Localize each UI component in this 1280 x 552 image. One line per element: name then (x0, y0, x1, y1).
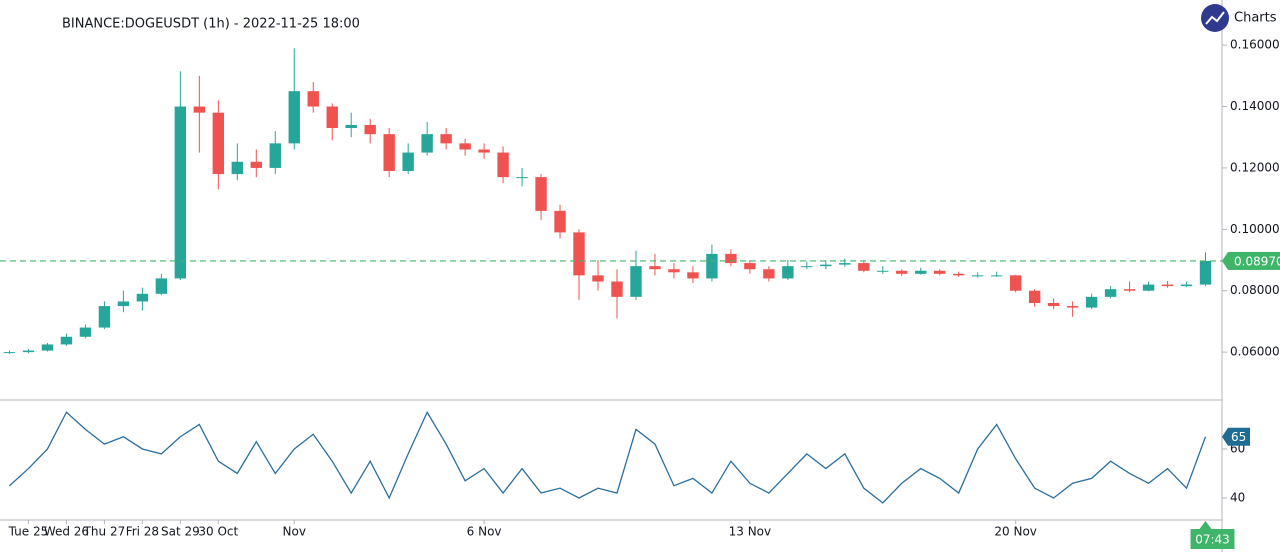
x-tick-label: 13 Nov (729, 525, 772, 539)
countdown-badge (1190, 529, 1235, 549)
candle-body (1047, 302, 1060, 307)
candle-body (136, 293, 149, 302)
y-tick-label: 0.06000 (1230, 345, 1280, 359)
y-tick-label: 0.08000 (1230, 283, 1280, 297)
candle-body (98, 306, 111, 328)
candle-body (307, 91, 319, 107)
candle-body (934, 270, 946, 274)
candle-body (592, 275, 604, 282)
candle-body (782, 266, 794, 279)
candle-body (402, 152, 414, 171)
candle-body (915, 270, 927, 274)
candle-body (1009, 275, 1022, 291)
candle-body (801, 266, 813, 268)
candle-body (896, 270, 908, 274)
candle-body (231, 161, 243, 175)
price-badge (1228, 251, 1280, 270)
candle-body (972, 275, 984, 277)
x-tick-label: 20 Nov (994, 525, 1037, 539)
candle-body (1199, 260, 1212, 285)
candle-body (1180, 284, 1193, 287)
chart-title: BINANCE:DOGEUSDT (1h) - 2022-11-25 18:00 (62, 17, 360, 32)
oscillator-line (9, 410, 1207, 504)
candle-body (440, 134, 452, 144)
candle-body (60, 336, 73, 345)
candle-body (611, 281, 623, 297)
candle-body (364, 124, 376, 135)
candle-body (990, 275, 1003, 277)
x-tick-label: Sat 29 (161, 525, 200, 539)
candle-body (1104, 289, 1117, 297)
candle-body (858, 263, 870, 271)
y-tick-label: 0.12000 (1230, 160, 1280, 174)
candle-body (1066, 306, 1079, 308)
candle-body (212, 112, 225, 175)
oscillator-badge-label: 65 (1231, 430, 1246, 444)
candle-body (687, 272, 699, 279)
candle-body (706, 253, 718, 279)
candle-body (877, 270, 889, 272)
candle-body (250, 161, 262, 168)
candle-body (478, 149, 490, 153)
x-tick-label: Nov (283, 525, 306, 539)
candle-body (763, 269, 775, 279)
candle-body (630, 266, 642, 297)
candle-body (345, 124, 357, 129)
brand-logo-icon (1205, 11, 1225, 25)
candle-body (41, 344, 54, 351)
x-tick-label: Wed 26 (44, 525, 89, 539)
candle-body (421, 134, 433, 153)
candle-body (459, 143, 471, 150)
candle-body (1161, 284, 1174, 287)
x-tick-label: 30 Oct (198, 525, 238, 539)
candle-body (820, 264, 832, 267)
oscillator-badge-pointer (1222, 427, 1228, 446)
countdown-label: 07:43 (1195, 533, 1230, 547)
candle-body (497, 152, 509, 178)
x-tick-label: Thu 27 (83, 525, 126, 539)
candle-body (573, 232, 585, 276)
price-badge-label: 0.08970 (1234, 254, 1280, 268)
candle-body (535, 177, 547, 211)
candle-body (1123, 289, 1136, 291)
x-tick-label: Fri 28 (126, 525, 159, 539)
candle-body (79, 327, 92, 337)
candle-body (1085, 296, 1098, 308)
candle-body (1142, 284, 1155, 291)
brand-logo[interactable] (1201, 4, 1229, 32)
candle-body (3, 352, 16, 354)
candle-body (668, 269, 680, 273)
y-tick-label: 0.10000 (1230, 222, 1280, 236)
x-tick-label: 6 Nov (467, 525, 502, 539)
candle-body (1028, 290, 1041, 303)
candle-body (516, 177, 528, 179)
candle-body (953, 273, 965, 276)
candle-body (383, 134, 395, 171)
x-tick-label: Tue 25 (8, 525, 49, 539)
candle-body (649, 266, 661, 270)
y-tick-label: 0.16000 (1230, 38, 1280, 52)
candle-body (174, 106, 187, 279)
y-tick-label: 40 (1230, 490, 1245, 504)
oscillator-badge (1228, 427, 1250, 446)
candle-body (744, 263, 756, 270)
candle-body (288, 91, 300, 144)
countdown-pointer (1199, 521, 1212, 529)
candle-body (22, 350, 35, 353)
brand-text[interactable]: Charts p (1234, 11, 1280, 26)
candle-body (839, 263, 851, 265)
candle-body (117, 301, 130, 307)
candle-body (155, 278, 168, 294)
candle-body (554, 210, 566, 233)
price-badge-pointer (1222, 251, 1228, 270)
candle-body (269, 143, 281, 168)
candle-body (193, 106, 206, 113)
candle-body (725, 253, 737, 264)
candle-body (326, 106, 338, 129)
y-tick-label: 0.14000 (1230, 99, 1280, 113)
